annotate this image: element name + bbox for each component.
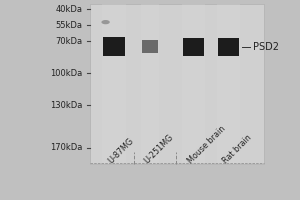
Ellipse shape bbox=[101, 20, 110, 24]
Bar bbox=[140, 4, 160, 164]
Text: 70kDa: 70kDa bbox=[56, 37, 82, 46]
Bar bbox=[103, 37, 125, 56]
Bar bbox=[90, 4, 264, 164]
Text: 170kDa: 170kDa bbox=[50, 144, 82, 152]
Text: 100kDa: 100kDa bbox=[50, 69, 82, 78]
Bar bbox=[183, 38, 204, 56]
Text: 55kDa: 55kDa bbox=[56, 21, 82, 30]
Bar bbox=[217, 4, 240, 164]
Text: 130kDa: 130kDa bbox=[50, 101, 82, 110]
Bar bbox=[218, 38, 239, 56]
Text: Mouse brain: Mouse brain bbox=[186, 124, 227, 165]
Text: Rat brain: Rat brain bbox=[221, 133, 253, 165]
Text: U-87MG: U-87MG bbox=[106, 136, 135, 165]
Bar bbox=[182, 4, 205, 164]
Bar bbox=[102, 4, 126, 164]
Text: PSD2: PSD2 bbox=[253, 42, 279, 52]
Bar bbox=[142, 40, 158, 53]
Text: 40kDa: 40kDa bbox=[56, 5, 82, 14]
Text: U-251MG: U-251MG bbox=[142, 132, 175, 165]
